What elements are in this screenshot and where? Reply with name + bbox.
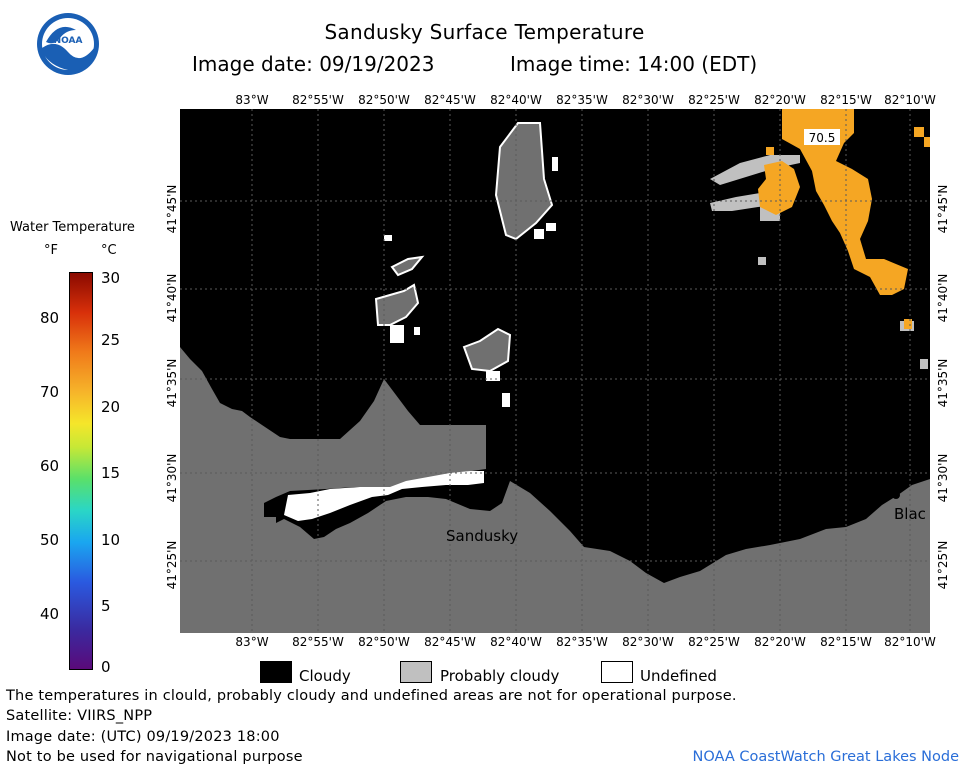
f-tick: 60 [40, 457, 60, 475]
warm-water-area [758, 161, 800, 215]
c-tick: 30 [101, 269, 121, 287]
temp-label-box [804, 129, 840, 145]
legend-cloudy-swatch [260, 661, 292, 683]
colorbar-unit-c: °C [101, 243, 117, 258]
lat-label: 41°35'N [165, 358, 179, 408]
c-tick: 5 [101, 597, 111, 615]
f-tick: 50 [40, 531, 60, 549]
undefined-speck [414, 327, 420, 335]
legend-probably-cloudy-swatch [400, 661, 432, 683]
lon-label: 82°25'W [688, 635, 740, 649]
lon-label: 82°45'W [424, 635, 476, 649]
lat-label: 41°35'N [936, 358, 950, 408]
logo-text: NOAA [54, 36, 83, 46]
lon-label: 83°W [235, 93, 269, 107]
lat-label: 41°40'N [936, 273, 950, 323]
c-tick: 0 [101, 658, 111, 676]
map-panel: 70.5 Sandusky Blac [180, 109, 930, 633]
undefined-speck [384, 235, 392, 241]
undefined-speck [546, 223, 556, 231]
temp-label: 70.5 [809, 131, 836, 145]
footer-satellite: Satellite: VIIRS_NPP [6, 708, 153, 724]
legend-undefined-label: Undefined [640, 667, 717, 685]
lat-label: 41°45'N [165, 184, 179, 234]
c-tick: 25 [101, 331, 121, 349]
colorbar-unit-f: °F [44, 243, 58, 258]
warm-water-speck [904, 319, 912, 329]
f-tick: 70 [40, 383, 60, 401]
c-tick: 15 [101, 464, 121, 482]
undefined-speck [552, 157, 558, 171]
image-date: Image date: 09/19/2023 [192, 52, 435, 76]
lon-label: 82°20'W [754, 635, 806, 649]
place-blac: Blac [894, 505, 926, 523]
image-time: Image time: 14:00 (EDT) [510, 52, 758, 76]
island-bass [374, 283, 420, 326]
legend-undefined-swatch [601, 661, 633, 683]
lon-label: 82°30'W [622, 93, 674, 107]
footer-navigation-warning: Not to be used for navigational purpose [6, 749, 303, 765]
land-mainland [180, 347, 930, 633]
lon-label: 82°20'W [754, 93, 806, 107]
lon-label: 82°40'W [490, 635, 542, 649]
lon-label: 82°30'W [622, 635, 674, 649]
undefined-speck [502, 393, 510, 407]
lon-label: 82°55'W [292, 93, 344, 107]
place-sandusky: Sandusky [446, 527, 518, 545]
island-small-1 [390, 255, 425, 277]
land-point [262, 517, 276, 527]
undefined-strip [284, 471, 484, 521]
undefined-speck [486, 371, 500, 381]
legend-cloudy-label: Cloudy [299, 667, 351, 685]
colorbar-title: Water Temperature [10, 220, 135, 235]
legend-probably-cloudy-label: Probably cloudy [440, 667, 560, 685]
lat-label: 41°40'N [165, 273, 179, 323]
c-tick: 20 [101, 398, 121, 416]
lon-label: 82°15'W [820, 635, 872, 649]
lat-label: 41°25'N [936, 540, 950, 590]
warm-water-area [782, 109, 908, 295]
probably-cloudy-speck [920, 359, 928, 369]
footer-utc-date: Image date: (UTC) 09/19/2023 18:00 [6, 729, 280, 745]
lon-label: 82°15'W [820, 93, 872, 107]
warm-water-speck [914, 127, 924, 137]
lon-label: 82°10'W [884, 93, 936, 107]
lon-label: 82°55'W [292, 635, 344, 649]
undefined-speck [390, 325, 404, 343]
lon-label: 82°10'W [884, 635, 936, 649]
c-tick: 10 [101, 531, 121, 549]
lat-label: 41°30'N [165, 453, 179, 503]
city-marker [892, 491, 900, 499]
undefined-speck [534, 229, 544, 239]
island-small-2 [462, 327, 512, 373]
lon-label: 82°50'W [358, 635, 410, 649]
footer-disclaimer: The temperatures in clould, probably clo… [6, 688, 737, 704]
lon-label: 82°45'W [424, 93, 476, 107]
island-kelleys [494, 122, 554, 241]
graticule [180, 109, 930, 633]
lon-label: 82°35'W [556, 635, 608, 649]
lon-label: 83°W [235, 635, 269, 649]
credit-link[interactable]: NOAA CoastWatch Great Lakes Node [692, 749, 959, 765]
warm-water-speck [766, 147, 774, 155]
page-title: Sandusky Surface Temperature [324, 20, 645, 44]
lon-label: 82°40'W [490, 93, 542, 107]
lon-label: 82°35'W [556, 93, 608, 107]
warm-water-speck [924, 137, 930, 147]
lat-label: 41°25'N [165, 540, 179, 590]
lat-label: 41°45'N [936, 184, 950, 234]
f-tick: 40 [40, 605, 60, 623]
noaa-logo: NOAA [36, 12, 100, 76]
lat-label: 41°30'N [936, 453, 950, 503]
probably-cloudy-speck [758, 257, 766, 265]
lon-label: 82°50'W [358, 93, 410, 107]
f-tick: 80 [40, 309, 60, 327]
lon-label: 82°25'W [688, 93, 740, 107]
colorbar [69, 272, 93, 670]
